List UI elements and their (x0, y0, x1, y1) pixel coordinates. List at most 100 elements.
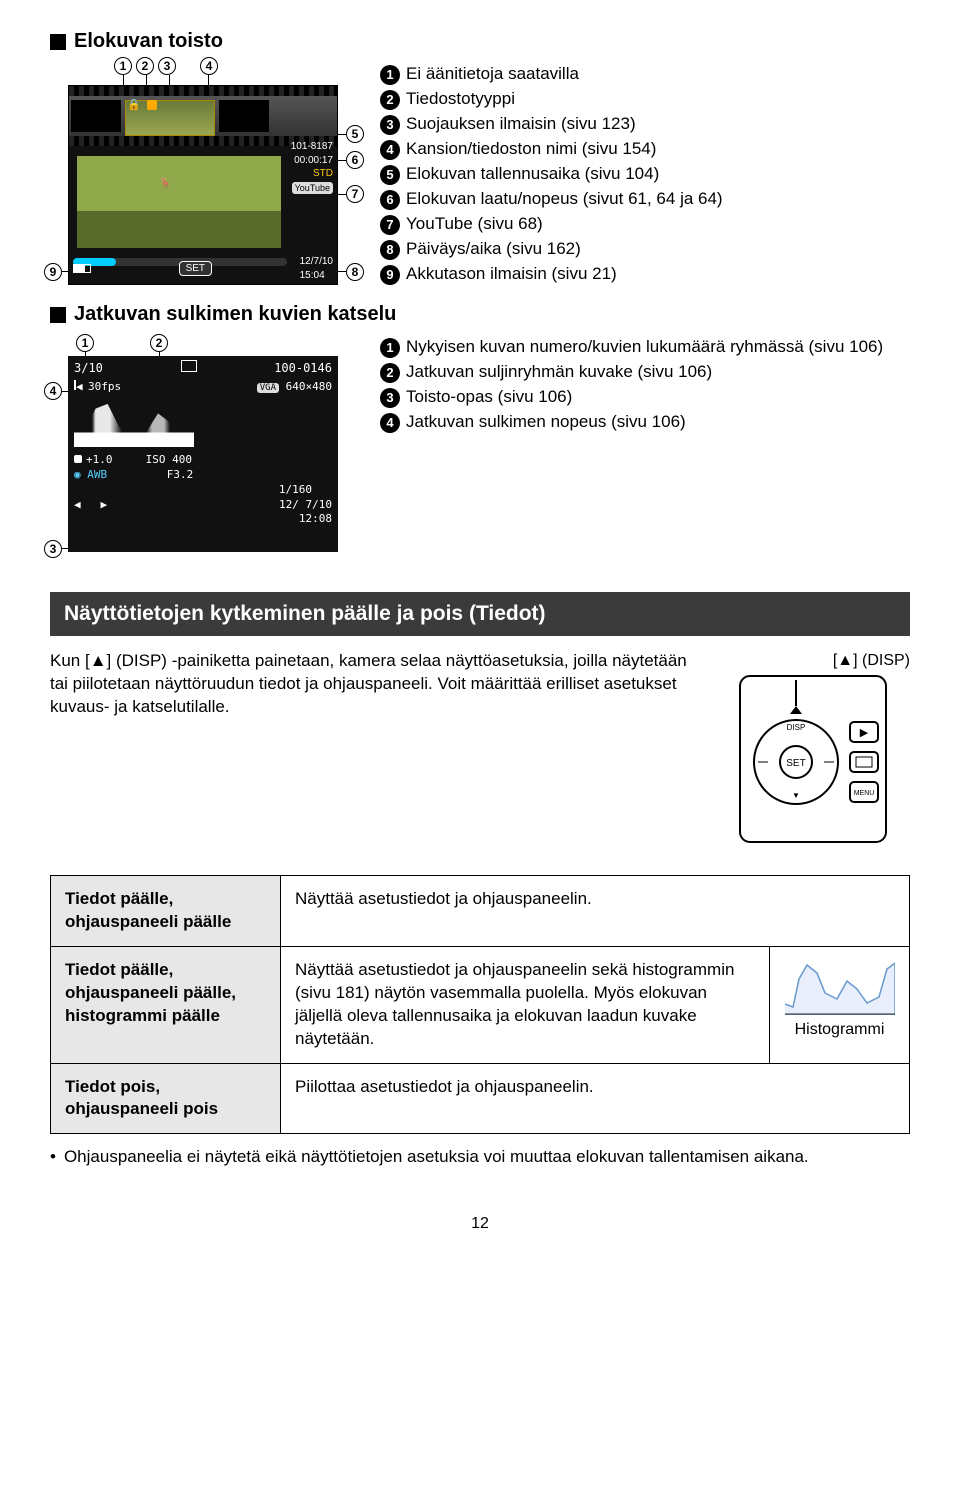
num-8: 8 (380, 240, 400, 260)
s2-num-3: 3 (380, 388, 400, 408)
s2-fps: 30fps (88, 380, 121, 393)
s1-item-5: Elokuvan tallennusaika (sivu 104) (406, 163, 659, 186)
disp-figure: [▲] (DISP) SET DISP ▶ MENU ▼ (720, 650, 910, 851)
s2-file: 100-0146 (274, 360, 332, 376)
s1-item-4: Kansion/tiedoston nimi (sivu 154) (406, 138, 656, 161)
num-4: 4 (380, 140, 400, 160)
s2-info-rows: +1.0 ISO 400 ◉ AWB F3.2 1/160 ◀ ▶ 12/ 7/… (68, 451, 338, 529)
s1-item-2: Tiedostotyyppi (406, 88, 515, 111)
bullet-icon: • (50, 1146, 56, 1169)
section2-figure-row: 1 2 4 3 3/10 100-0146 ◀30fps VGA 640×480… (50, 336, 910, 566)
num-2: 2 (380, 90, 400, 110)
row2-th: Tiedot päälle, ohjauspaneeli päälle, his… (51, 946, 281, 1063)
s1-item-3: Suojauksen ilmaisin (sivu 123) (406, 113, 636, 136)
s2-counter: 3/10 (74, 360, 103, 376)
osd-clock: 15:04 (300, 270, 325, 281)
section1-list: 1 Ei äänitietoja saatavilla 2 Tiedostotyyp… (380, 63, 910, 301)
num-9: 9 (380, 265, 400, 285)
heading-square-icon (50, 34, 66, 50)
section1-heading: Elokuvan toisto (50, 28, 910, 55)
num-1: 1 (380, 65, 400, 85)
s2-num-2: 2 (380, 363, 400, 383)
num-3: 3 (380, 115, 400, 135)
callout-6: 6 (346, 151, 364, 169)
s2-date: 12/ 7/10 (279, 498, 332, 511)
scene-preview: 🦌 (77, 156, 281, 248)
camera-screen-2: 3/10 100-0146 ◀30fps VGA 640×480 +1.0 IS… (68, 356, 338, 552)
row1-th: Tiedot päälle, ohjauspaneeli päälle (51, 875, 281, 946)
section-band: Näyttötietojen kytkeminen päälle ja pois… (50, 592, 910, 636)
set-button-label: SET (179, 261, 212, 277)
callout-5: 5 (346, 125, 364, 143)
s2-wb: AWB (87, 468, 107, 481)
num-7: 7 (380, 215, 400, 235)
s2-callout-1: 1 (76, 334, 94, 352)
osd-right: YouTube (292, 182, 333, 194)
callout-8: 8 (346, 263, 364, 281)
disp-btn-label: DISP (787, 723, 806, 732)
s2-callout-2: 2 (150, 334, 168, 352)
row3-td: Piilottaa asetustiedot ja ohjauspaneelin… (281, 1063, 910, 1134)
s2-num-1: 1 (380, 338, 400, 358)
histo-cell: Histogrammi (770, 946, 910, 1063)
s1-item-1: Ei äänitietoja saatavilla (406, 63, 579, 86)
s1-item-7: YouTube (sivu 68) (406, 213, 543, 236)
s2-item-4: Jatkuvan sulkimen nopeus (sivu 106) (406, 411, 686, 434)
histogram-icon (74, 399, 194, 447)
s1-item-8: Päiväys/aika (sivu 162) (406, 238, 581, 261)
num-6: 6 (380, 190, 400, 210)
callout-7: 7 (346, 185, 364, 203)
menu-label: MENU (854, 790, 875, 797)
section2-heading: Jatkuvan sulkimen kuvien katselu (50, 301, 910, 328)
camera-screen-1: 🔒 101-8187 00:00:17 STD 🦌 YouTube SET 12… (68, 85, 338, 285)
section2-figure: 1 2 4 3 3/10 100-0146 ◀30fps VGA 640×480… (50, 336, 360, 566)
s2-ev: +1.0 (86, 453, 113, 466)
section1-title: Elokuvan toisto (74, 28, 223, 55)
histogram-mini-icon (785, 959, 895, 1015)
osd-file: 101-8187 (291, 140, 333, 154)
section2-title: Jatkuvan sulkimen kuvien katselu (74, 301, 396, 328)
section2-list: 1 Nykyisen kuvan numero/kuvien lukumäärä … (380, 336, 910, 566)
s2-item-2: Jatkuvan suljinryhmän kuvake (sivu 106) (406, 361, 712, 384)
callout-3: 3 (158, 57, 176, 75)
disp-row: Kun [▲] (DISP) -painiketta painetaan, ka… (50, 650, 910, 851)
s2-time: 12:08 (299, 512, 332, 527)
svg-text:▼: ▼ (792, 791, 800, 800)
callout-4: 4 (200, 57, 218, 75)
youtube-badge: YouTube (292, 182, 333, 194)
histo-label: Histogrammi (795, 1021, 885, 1038)
svg-text:▶: ▶ (860, 727, 869, 739)
s2-item-1: Nykyisen kuvan numero/kuvien lukumäärä r… (406, 336, 883, 359)
s1-item-9: Akkutason ilmaisin (sivu 21) (406, 263, 617, 286)
note-text: Ohjauspaneelia ei näytetä eikä näyttötie… (64, 1146, 809, 1169)
footer-note: • Ohjauspaneelia ei näytetä eikä näyttöt… (50, 1146, 910, 1169)
burst-icon (181, 360, 197, 372)
camera-back-icon: SET DISP ▶ MENU ▼ (738, 674, 888, 844)
s2-callout-4: 4 (44, 382, 62, 400)
s2-iso: ISO 400 (146, 453, 192, 466)
callout-2: 2 (136, 57, 154, 75)
heading-square-icon-2 (50, 307, 66, 323)
s2-sh: 1/160 (279, 483, 312, 496)
page-number: 12 (50, 1213, 910, 1235)
osd-time: 00:00:17 (291, 154, 333, 168)
top-callouts: 1 2 3 4 (114, 57, 218, 75)
set-label: SET (786, 758, 805, 769)
num-5: 5 (380, 165, 400, 185)
s2-item-3: Toisto-opas (sivu 106) (406, 386, 572, 409)
s2-num-4: 4 (380, 413, 400, 433)
s1-item-6: Elokuvan laatu/nopeus (sivut 61, 64 ja 6… (406, 188, 723, 211)
osd-std: STD (291, 167, 333, 181)
callout-9: 9 (44, 263, 62, 281)
s2-callout-3: 3 (44, 540, 62, 558)
osd-top: 101-8187 00:00:17 STD (291, 140, 333, 181)
disp-label: [▲] (DISP) (720, 650, 910, 672)
s2-f: F3.2 (167, 468, 194, 481)
row3-th: Tiedot pois, ohjauspaneeli pois (51, 1063, 281, 1134)
section1-figure-row: 1 2 3 4 5 6 7 9 8 (50, 63, 910, 301)
callout-1: 1 (114, 57, 132, 75)
row2-td: Näyttää asetustiedot ja ohjauspaneelin s… (281, 946, 770, 1063)
s2-vga: VGA (257, 383, 279, 393)
section1-figure: 1 2 3 4 5 6 7 9 8 (50, 63, 360, 301)
osd-date: 12/7/10 (300, 256, 333, 267)
